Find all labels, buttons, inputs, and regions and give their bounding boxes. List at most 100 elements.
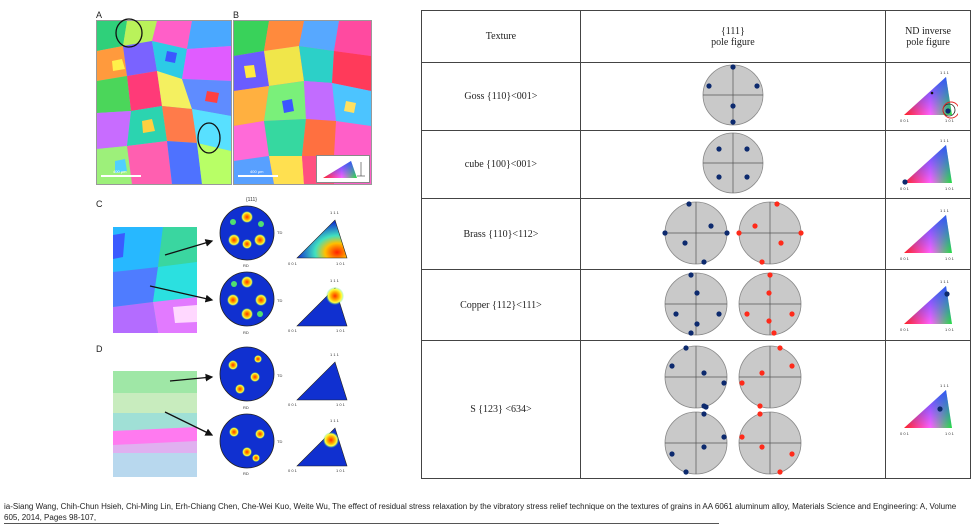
pole-figure-s1-red	[738, 344, 802, 409]
texture-label: S {123} <634>	[421, 340, 581, 479]
ipf-legend-key	[316, 155, 370, 183]
ipf-label-101: 1 0 1	[336, 402, 345, 407]
ipf-cell: 1 1 1 0 0 1 1 0 1	[884, 130, 972, 199]
ipf-label-001: 0 0 1	[288, 402, 297, 407]
header-pole-line1: {111}	[720, 25, 745, 37]
ipf-cell: 1 1 1 0 0 1 1 0 1	[884, 62, 972, 131]
pole-figure-d1	[219, 346, 275, 402]
ipf-triangle-brass: 1 1 1 0 0 1 1 0 1	[900, 208, 955, 261]
panel-label-b: B	[233, 10, 240, 20]
ipf-label-111: 1 1 1	[330, 352, 339, 357]
texture-label: Brass {110}<112>	[421, 198, 581, 270]
pole-figure-cell	[579, 269, 886, 341]
ipf-text-101: 1 0 1	[945, 186, 955, 191]
pole-figure-cell	[579, 130, 886, 199]
ipf-label-111: 1 1 1	[330, 210, 339, 215]
rd-label: RD	[243, 263, 249, 268]
highlight-ellipse-a-top	[115, 18, 143, 48]
ipf-triangle-goss: 1 1 1 0 0 1 1 0 1	[900, 70, 960, 123]
table-row-brass: Brass {110}<112> 1 1 1	[421, 198, 972, 270]
scale-label: 400 μm	[113, 169, 127, 174]
header-nd-line2: pole figure	[906, 36, 950, 48]
header-nd-ipf: ND inverse pole figure	[884, 10, 972, 63]
table-row-goss: Goss {110}<001> 1 1 1 0 0 1 1 0 1	[421, 62, 972, 131]
td-label: TD	[277, 439, 283, 444]
ipf-text-111: 1 1 1	[940, 138, 950, 143]
rd-label: RD	[243, 471, 249, 476]
table-row-s: S {123} <634>	[421, 340, 972, 479]
rd-label: RD	[243, 330, 249, 335]
pole-figure-goss	[702, 64, 764, 126]
ipf-label-111: 1 1 1	[330, 418, 339, 423]
ebsd-map-b: 400 μm	[233, 20, 372, 185]
ipf-text-101: 1 0 1	[945, 118, 955, 123]
citation-underline	[4, 523, 719, 524]
ebsd-map-d	[113, 371, 197, 477]
ipf-label-001: 0 0 1	[288, 328, 297, 333]
ipf-text-101: 1 0 1	[945, 327, 955, 332]
pole-figure-s2-red	[738, 410, 802, 475]
table-row-cube: cube {100}<001> 1 1 1 0 0 1 1 0 1	[421, 130, 972, 199]
td-label: TD	[277, 373, 283, 378]
texture-table: Texture {111} pole figure ND inverse pol…	[421, 10, 972, 479]
scale-bar	[238, 175, 278, 177]
ipf-cell: 1 1 1 0 0 1 1 0 1	[884, 340, 972, 479]
panel-label-c: C	[96, 199, 103, 209]
ipf-text-001: 0 0 1	[900, 327, 910, 332]
ipf-text-111: 1 1 1	[940, 279, 950, 284]
highlight-ellipse-a-bottom	[197, 122, 221, 154]
pole-figure-d2	[219, 413, 275, 469]
ipf-text-111: 1 1 1	[940, 208, 950, 213]
citation-text: ia-Siang Wang, Chih-Chun Hsieh, Chi-Ming…	[4, 502, 957, 522]
ebsd-map-a: 400 μm	[96, 20, 232, 185]
td-label: TD	[277, 230, 283, 235]
header-nd-line1: ND inverse	[905, 25, 951, 37]
pole-figure-c2	[219, 271, 275, 327]
rd-label: RD	[243, 405, 249, 410]
header-texture: Texture	[421, 10, 581, 63]
pole-figure-cell	[579, 198, 886, 270]
pole-figure-brass-blue	[662, 200, 730, 265]
ipf-cell: 1 1 1 0 0 1 1 0 1	[884, 198, 972, 270]
texture-label: cube {100}<001>	[421, 130, 581, 199]
scale-label: 400 μm	[250, 169, 264, 174]
pole-figure-label: {111}	[246, 197, 257, 203]
pole-figure-s1-blue	[664, 344, 728, 410]
ipf-label-101: 1 0 1	[336, 468, 345, 473]
ipf-text-001: 0 0 1	[900, 118, 910, 123]
ipf-cell: 1 1 1 0 0 1 1 0 1	[884, 269, 972, 341]
table-header-row: Texture {111} pole figure ND inverse pol…	[421, 10, 972, 63]
ipf-text-001: 0 0 1	[900, 256, 910, 261]
pole-figure-brass-red	[736, 200, 804, 265]
pole-figure-cell	[579, 340, 886, 479]
ipf-label-001: 0 0 1	[288, 468, 297, 473]
ipf-triangle-s: 1 1 1 0 0 1 1 0 1	[900, 383, 955, 436]
ipf-label-001: 0 0 1	[288, 261, 297, 266]
ipf-triangle-copper: 1 1 1 0 0 1 1 0 1	[900, 279, 955, 332]
pole-figure-cell	[579, 62, 886, 131]
inverse-pole-fan-c2	[296, 287, 348, 327]
header-pole-figure: {111} pole figure	[579, 10, 886, 63]
pole-figure-copper-red	[738, 271, 802, 336]
ipf-text-001: 0 0 1	[900, 431, 910, 436]
ipf-text-111: 1 1 1	[940, 383, 950, 388]
header-pole-line2: pole figure	[711, 36, 755, 48]
pole-figure-s2-blue	[664, 410, 728, 475]
ipf-text-101: 1 0 1	[945, 431, 955, 436]
ipf-label-101: 1 0 1	[336, 261, 345, 266]
ipf-text-101: 1 0 1	[945, 256, 955, 261]
table-row-copper: Copper {112}<111> 1 1 1	[421, 269, 972, 341]
pole-figure-cube	[702, 132, 764, 194]
texture-label: Copper {112}<111>	[421, 269, 581, 341]
ebsd-map-c	[113, 227, 197, 333]
ipf-triangle-cube: 1 1 1 0 0 1 1 0 1	[900, 138, 955, 191]
inverse-pole-fan-d2	[296, 427, 348, 467]
inverse-pole-fan-d1	[296, 361, 348, 401]
pole-figure-copper-blue	[664, 271, 728, 336]
panel-label-d: D	[96, 344, 103, 354]
scale-bar	[101, 175, 141, 177]
pole-figure-c1	[219, 205, 275, 261]
ipf-label-111: 1 1 1	[330, 278, 339, 283]
texture-label: Goss {110}<001>	[421, 62, 581, 131]
